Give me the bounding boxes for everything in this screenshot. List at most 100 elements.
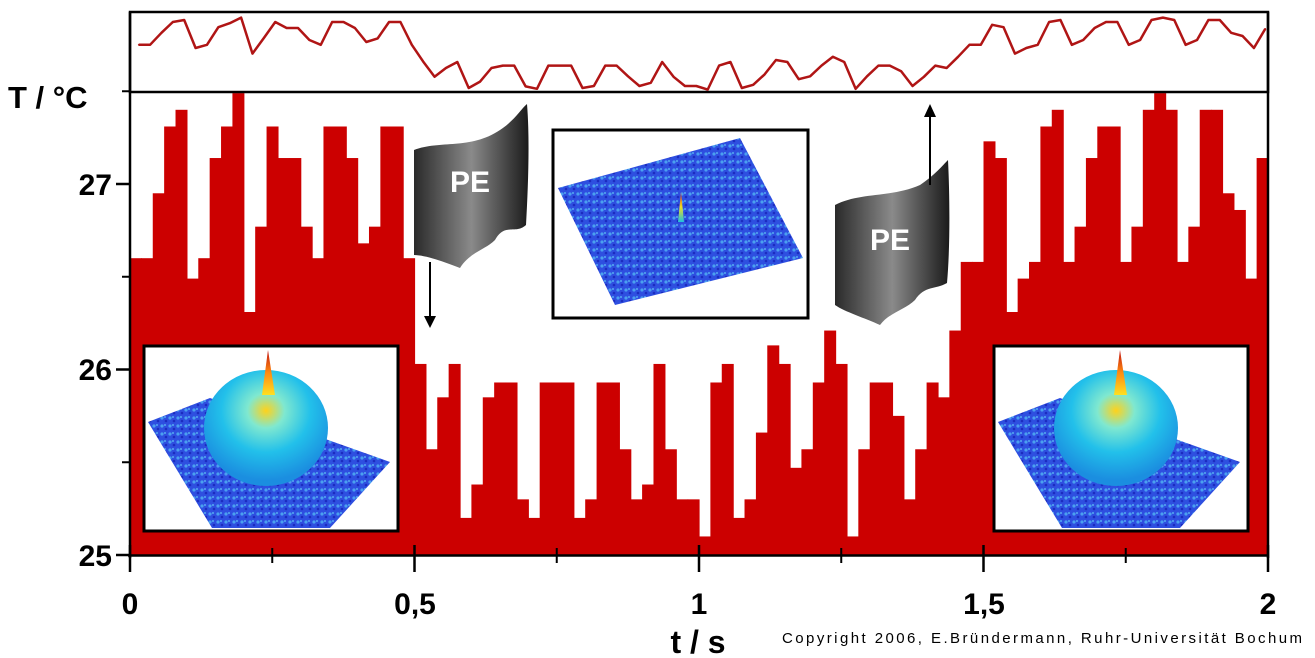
temperature-bar — [630, 499, 643, 555]
temperature-bar — [937, 397, 950, 555]
temperature-bar — [334, 126, 347, 556]
arrow-up-head — [924, 104, 936, 117]
signal-point — [980, 44, 982, 46]
signal-point — [911, 85, 914, 87]
temperature-bar — [1199, 109, 1212, 556]
signal-point — [604, 64, 607, 67]
signal-point — [160, 32, 163, 34]
signal-point — [1071, 44, 1073, 46]
signal-point — [524, 85, 527, 88]
temperature-bar — [380, 126, 393, 556]
signal-point — [433, 76, 436, 78]
temperature-bar — [1211, 109, 1224, 556]
temperature-bar — [585, 499, 598, 555]
temperature-bar — [1165, 109, 1178, 556]
signal-point — [137, 44, 140, 46]
temperature-bar — [460, 517, 472, 555]
signal-point — [263, 37, 265, 39]
signal-point — [1150, 19, 1153, 21]
signal-point — [888, 64, 891, 67]
signal-point — [354, 27, 356, 29]
signal-point — [1036, 44, 1039, 46]
signal-point — [558, 64, 561, 67]
signal-point — [1082, 39, 1085, 41]
signal-point — [957, 56, 959, 58]
temperature-bar — [744, 499, 757, 555]
signal-point — [729, 61, 732, 63]
temperature-bar — [448, 363, 461, 555]
signal-point — [479, 80, 481, 83]
signal-point — [1207, 19, 1210, 21]
temperature-bar — [562, 382, 575, 555]
signal-point — [251, 52, 254, 55]
signal-point — [649, 82, 652, 84]
signal-point — [968, 44, 971, 46]
signal-point — [1162, 16, 1164, 19]
signal-point — [422, 60, 424, 63]
signal-point — [763, 73, 766, 76]
x-tick-label: 1 — [691, 588, 708, 621]
signal-point — [1014, 52, 1016, 55]
signal-point — [445, 67, 447, 69]
signal-point — [638, 85, 641, 87]
signal-point — [775, 59, 777, 61]
signal-point — [228, 22, 231, 25]
signal-point — [1253, 47, 1255, 49]
temperature-bar — [733, 517, 746, 555]
temperature-bar — [699, 536, 711, 555]
temperature-bar — [482, 397, 495, 555]
signal-point — [1127, 44, 1130, 46]
temperature-bar — [1256, 158, 1269, 555]
temperature-bar — [642, 484, 655, 555]
signal-point — [615, 64, 618, 67]
signal-point — [1196, 39, 1198, 41]
temperature-bar — [607, 382, 620, 555]
temperature-bar — [812, 382, 825, 555]
signal-point — [661, 61, 663, 63]
signal-point — [797, 78, 800, 80]
signal-point — [570, 64, 572, 67]
axis-ticks — [116, 90, 1270, 572]
temperature-bar — [505, 382, 518, 555]
x-tick-label: 0,5 — [394, 588, 436, 621]
temperature-bar — [164, 126, 177, 556]
temperature-bar — [516, 499, 529, 555]
signal-point — [684, 85, 686, 87]
temperature-bar — [266, 126, 279, 556]
temperature-bar — [881, 382, 894, 555]
temperature-bar — [710, 382, 723, 555]
temperature-bar — [130, 258, 142, 555]
temperature-bar — [175, 109, 188, 556]
signal-point — [536, 88, 538, 90]
top-panel-frame — [128, 10, 1270, 94]
x-axis-label: t / s — [670, 624, 725, 658]
signal-point — [376, 37, 379, 40]
signal-point — [194, 47, 197, 49]
signal-point — [672, 76, 675, 78]
arrow-down-head — [424, 316, 436, 328]
temperature-bar — [926, 382, 939, 555]
signal-point — [627, 75, 629, 78]
signal-point — [342, 21, 345, 23]
signal-point — [854, 88, 857, 90]
temperature-bar — [403, 258, 416, 555]
temperature-bar — [858, 449, 871, 555]
y-axis-label: T / °C — [8, 80, 88, 115]
signal-point — [1230, 32, 1232, 34]
signal-point — [866, 75, 868, 78]
signal-point — [1264, 28, 1267, 30]
x-tick-label: 0 — [122, 588, 139, 621]
temperature-bar — [687, 499, 700, 555]
signal-point — [900, 70, 902, 72]
signal-point — [149, 44, 151, 46]
signal-point — [411, 44, 413, 46]
x-tick-label: 2 — [1260, 588, 1277, 621]
signal-point — [1105, 21, 1107, 23]
temperature-bar — [653, 363, 666, 555]
pe-label: PE — [870, 224, 910, 257]
temperature-bar — [1097, 126, 1110, 556]
signal-point — [934, 64, 937, 67]
signal-point — [240, 16, 242, 19]
temperature-bar — [983, 141, 996, 555]
signal-point — [456, 61, 459, 63]
